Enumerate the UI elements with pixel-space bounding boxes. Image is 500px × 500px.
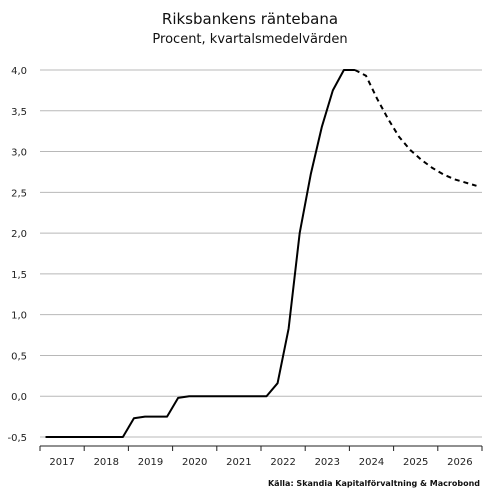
y-tick-label: -0,5	[7, 433, 27, 444]
grid-layer	[40, 69, 482, 438]
chart-subtitle: Procent, kvartalsmedelvärden	[152, 32, 347, 47]
x-tick-label: 2025	[403, 457, 428, 468]
x-tick-label: 2020	[182, 457, 207, 468]
x-tick-label: 2023	[315, 457, 340, 468]
y-tick-label: 4,0	[11, 66, 27, 77]
y-tick-label: 1,0	[11, 311, 27, 322]
x-tick-label: 2022	[270, 457, 295, 468]
policy-rate-line	[45, 69, 355, 438]
forecast-rate-line	[354, 69, 477, 187]
x-tick-label: 2021	[226, 457, 251, 468]
axis-layer: -0,5 0,0 0,5 1,0 1,5 2,0 2,5 3,0 3,5 4,0 2017 2018 2…	[7, 66, 483, 468]
y-tick-label: 2,5	[11, 188, 27, 199]
series-layer	[45, 69, 477, 438]
y-tick-label: 1,5	[11, 270, 27, 281]
y-tick-label: 0,5	[11, 351, 27, 362]
y-tick-label: 0,0	[11, 392, 27, 403]
chart-title: Riksbankens räntebana	[162, 10, 338, 28]
y-tick-label: 2,0	[11, 229, 27, 240]
x-tick-label: 2018	[94, 457, 119, 468]
y-tick-label: 3,5	[11, 107, 27, 118]
x-tick-label: 2026	[447, 457, 472, 468]
source-note: Källa: Skandia Kapitalförvaltning & Macr…	[268, 479, 480, 488]
x-tick-label: 2019	[138, 457, 163, 468]
x-tick-label: 2017	[49, 457, 74, 468]
y-tick-label: 3,0	[11, 148, 27, 159]
x-tick-label: 2024	[359, 457, 384, 468]
